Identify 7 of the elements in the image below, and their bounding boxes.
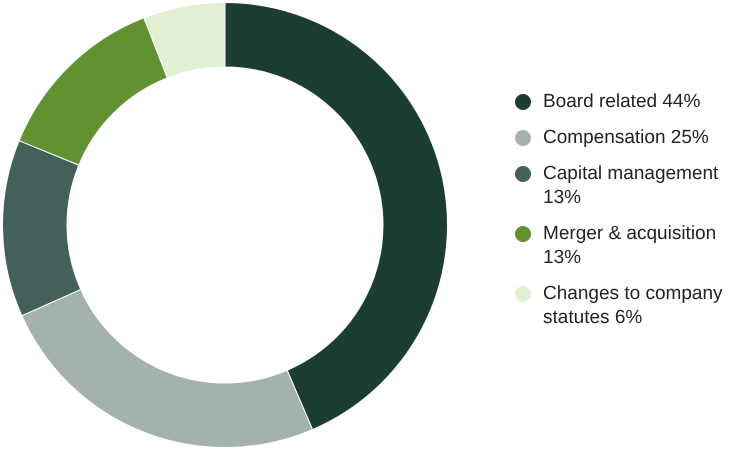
legend-label: Changes to company statutes 6% <box>543 282 724 330</box>
legend-label: Compensation 25% <box>543 126 709 150</box>
legend-label: Capital management <box>543 163 718 184</box>
legend-label: Merger & acquisition <box>543 223 716 244</box>
data-label: 13% <box>543 247 582 268</box>
data-label: 13% <box>543 187 582 208</box>
legend-label: Board related 44% <box>543 90 700 114</box>
